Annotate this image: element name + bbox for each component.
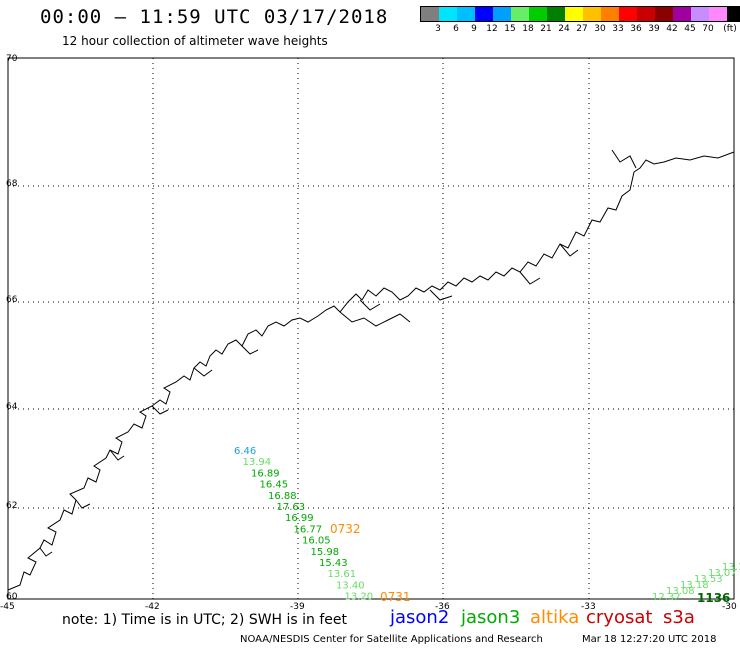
color-swatch: [637, 7, 655, 21]
wave-height-label: 16.77: [294, 524, 323, 535]
greenland-coastline: [7, 151, 735, 591]
wave-height-label: 16.45: [260, 480, 289, 491]
color-swatch: [709, 7, 727, 21]
color-swatch: [673, 7, 691, 21]
color-scale-label: 30: [594, 24, 606, 34]
legend-altika: altika: [530, 607, 580, 628]
lon-label-42: -42: [145, 602, 160, 612]
wave-height-label: 15.43: [319, 558, 348, 569]
lon-label-30: -30: [722, 602, 737, 612]
color-scale-label: 9: [471, 24, 477, 34]
color-scale-unit: (ft): [723, 24, 737, 34]
color-swatch: [457, 7, 475, 21]
color-scale-label: 42: [666, 24, 678, 34]
wave-height-label: 12.32: [652, 592, 681, 603]
wave-height-label: 13.40: [336, 580, 365, 591]
pass-time-label: 1136: [697, 591, 730, 605]
pass-time-label: 0732: [330, 522, 361, 536]
color-scale-label: 18: [522, 24, 534, 34]
footer-note: note: 1) Time is in UTC; 2) SWH is in fe…: [62, 612, 348, 628]
color-swatch: [493, 7, 511, 21]
map-frame: [7, 57, 735, 600]
color-scale-label: 15: [504, 24, 516, 34]
wave-height-label: 13.20: [345, 592, 374, 603]
color-scale-label: 21: [540, 24, 552, 34]
color-swatch: [529, 7, 547, 21]
color-scale: 3 6 9 12 15 18 21 24 27 30 33 36 39 42 45 70 (ft): [420, 6, 740, 36]
color-scale-labels: 3 6 9 12 15 18 21 24 27 30 33 36 39 42 45 70 (ft): [420, 22, 740, 36]
wave-height-label: 13.1: [722, 562, 740, 573]
wave-height-label: 6.46: [234, 446, 256, 457]
color-swatch: [565, 7, 583, 21]
lat-label-60: 60: [6, 592, 18, 602]
lat-label-68: 68: [6, 179, 18, 189]
color-scale-label: 27: [576, 24, 588, 34]
wave-height-label: 17.63: [277, 502, 306, 513]
greenland-fjords: [39, 149, 637, 557]
wave-height-label: 13.18: [680, 580, 709, 591]
map-title: 00:00 – 11:59 UTC 03/17/2018: [40, 6, 389, 28]
lon-label-33: -33: [581, 602, 596, 612]
color-scale-label: 70: [702, 24, 714, 34]
color-swatch: [475, 7, 493, 21]
lon-label-39: -39: [290, 602, 305, 612]
lon-label-36: -36: [435, 602, 450, 612]
color-scale-label: 39: [648, 24, 660, 34]
legend-jason3: jason3: [461, 607, 521, 628]
credit-line: NOAA/NESDIS Center for Satellite Applica…: [240, 634, 543, 645]
color-scale-label: 33: [612, 24, 624, 34]
wave-height-label: 16.99: [285, 513, 314, 524]
color-scale-label: 6: [453, 24, 459, 34]
color-scale-label: 24: [558, 24, 570, 34]
lat-label-70: 70: [6, 54, 18, 64]
map-subtitle: 12 hour collection of altimeter wave hei…: [62, 34, 328, 48]
map-grid: [8, 58, 734, 599]
color-scale-label: 12: [486, 24, 498, 34]
color-swatch: [727, 7, 740, 21]
wave-height-label: 13.07: [708, 568, 737, 579]
color-swatch: [511, 7, 529, 21]
color-scale-label: 36: [630, 24, 642, 34]
color-swatch: [691, 7, 709, 21]
color-swatch: [583, 7, 601, 21]
color-swatch: [655, 7, 673, 21]
lat-label-66: 66: [6, 295, 18, 305]
altimeter-track-left: 6.4613.9416.8916.4516.8817.6316.9916.771…: [234, 446, 373, 603]
legend-jason2: jason2: [390, 607, 450, 628]
color-scale-swatches: [420, 6, 740, 22]
color-scale-label: 45: [684, 24, 696, 34]
lon-label-45: -45: [0, 602, 15, 612]
color-swatch: [619, 7, 637, 21]
color-swatch: [439, 7, 457, 21]
pass-time-label: 0731: [380, 590, 411, 604]
wave-height-label: 16.88: [268, 491, 297, 502]
color-swatch: [601, 7, 619, 21]
color-swatch: [547, 7, 565, 21]
wave-height-label: 13.61: [328, 569, 357, 580]
wave-height-label: 13.53: [694, 574, 723, 585]
lat-label-62: 62: [6, 501, 17, 511]
wave-height-label: 13.08: [666, 586, 695, 597]
wave-height-label: 16.05: [302, 536, 331, 547]
wave-height-label: 16.89: [251, 468, 280, 479]
wave-height-label: 13.94: [243, 457, 272, 468]
lat-label-64: 64: [6, 402, 18, 412]
legend-s3a: s3a: [663, 607, 695, 628]
color-swatch: [421, 7, 439, 21]
legend-cryosat: cryosat: [586, 607, 653, 628]
generation-timestamp: Mar 18 12:27:20 UTC 2018: [582, 634, 717, 645]
color-scale-label: 3: [435, 24, 441, 34]
wave-height-label: 15.98: [311, 547, 340, 558]
